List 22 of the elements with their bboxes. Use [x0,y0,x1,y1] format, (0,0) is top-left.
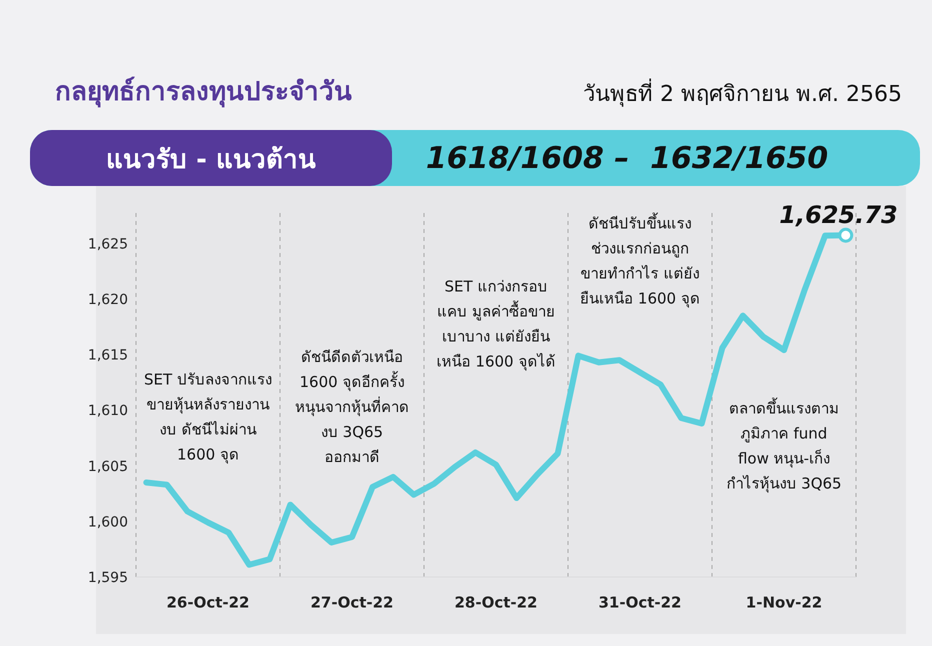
x-tick-label: 28-Oct-22 [454,594,538,612]
y-tick-label: 1,610 [88,403,128,420]
data-label: 1,625.73 [779,201,898,230]
annotation: ดัชนีปรับขึ้นแรง ช่วงแรกก่อนถูก ขายทำกำไร แต่ยัง ยืนเหนือ 1600 จุด [580,212,700,309]
y-tick-label: 1,625 [88,236,128,252]
chart-title: กลยุทธ์การลงทุนประจำวัน [55,76,352,110]
chart-subtitle: วันพุธที่ 2 พฤศจิกายน พ.ศ. 2565 [583,78,902,109]
y-tick-label: 1,605 [88,458,128,475]
text: 1618/1608 – 1632/1650 [426,140,828,176]
x-tick-label: 1-Nov-22 [746,594,822,612]
annotation: SET แกว่งกรอบ แคบ มูลค่าซื้อขาย เบาบาง แต่ยังยืน เหนือ 1600 จุดได้ [436,278,556,372]
annotation: SET ปรับลงจากแรง ขายหุ้นหลังรายงาน งบ ดัชนีไม่ผ่าน 1600 จุด [144,370,272,465]
y-tick-label: 1,600 [88,514,128,530]
annotation: ดัชนีดีดตัวเหนือ 1600 จุดอีกครั้ง หนุนจากหุ้นที่คาด งบ 3Q65 ออกมาดี [295,348,409,466]
y-tick-label: 1,620 [88,292,128,308]
y-tick-label: 1,595 [88,570,128,586]
y-tick-label: 1,615 [88,348,128,364]
x-tick-label: 31-Oct-22 [598,594,682,612]
text: แนวรับ - แนวต้าน [106,144,316,176]
x-tick-label: 26-Oct-22 [166,594,250,612]
x-tick-label: 27-Oct-22 [310,594,394,612]
annotation: ตลาดขึ้นแรงตาม ภูมิภาค fund flow หนุน-เก็ง กำไรหุ้นงบ 3Q65 [726,398,842,494]
